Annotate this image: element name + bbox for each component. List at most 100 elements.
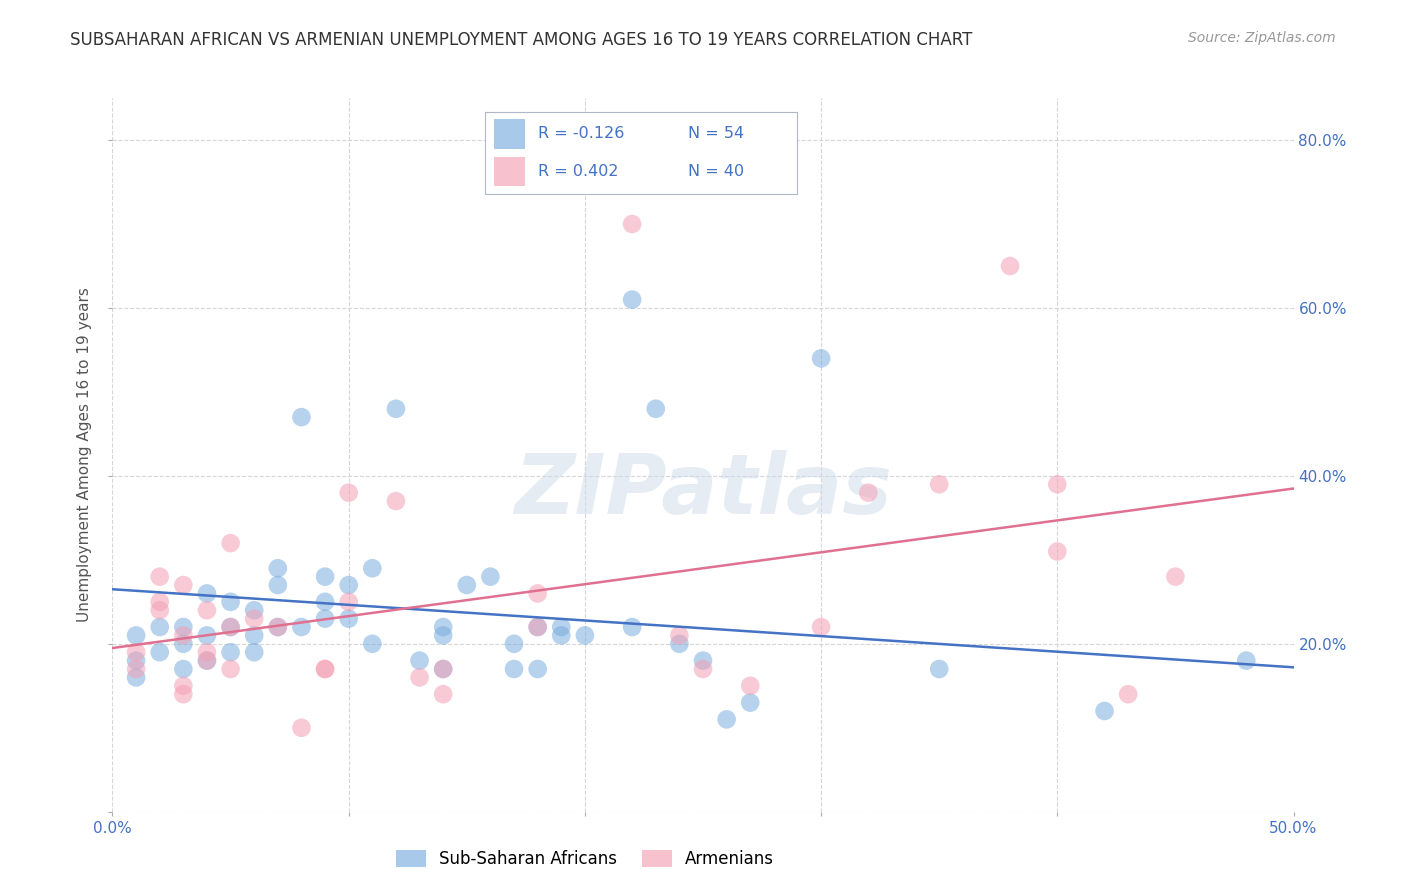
Point [195,654,218,668]
Point [526,620,548,634]
Point [1116,687,1139,701]
Point [716,712,738,726]
Point [432,620,454,634]
Point [385,401,408,416]
Point [195,628,218,642]
Point [432,628,454,642]
Point [337,485,360,500]
Point [219,662,242,676]
Point [219,595,242,609]
Point [503,662,526,676]
Text: N = 54: N = 54 [688,127,744,141]
Point [526,586,548,600]
Point [172,628,194,642]
Point [998,259,1021,273]
Point [314,569,336,583]
Legend: Sub-Saharan Africans, Armenians: Sub-Saharan Africans, Armenians [389,843,780,875]
Point [858,485,880,500]
Point [219,620,242,634]
Point [290,410,312,425]
Point [1046,477,1069,491]
Point [149,645,172,659]
Point [219,536,242,550]
Point [172,662,194,676]
Point [621,217,644,231]
Point [1094,704,1116,718]
Text: Source: ZipAtlas.com: Source: ZipAtlas.com [1188,31,1336,45]
Point [408,670,430,684]
Text: ZIPatlas: ZIPatlas [515,450,891,531]
Point [267,620,290,634]
Point [243,603,266,617]
Point [810,620,832,634]
Point [740,696,762,710]
Point [125,645,148,659]
Point [668,637,690,651]
Point [928,662,950,676]
Point [290,620,312,634]
Point [740,679,762,693]
Text: SUBSAHARAN AFRICAN VS ARMENIAN UNEMPLOYMENT AMONG AGES 16 TO 19 YEARS CORRELATIO: SUBSAHARAN AFRICAN VS ARMENIAN UNEMPLOYM… [70,31,973,49]
Point [267,578,290,592]
Point [125,670,148,684]
Point [361,561,384,575]
Point [172,637,194,651]
Point [337,595,360,609]
Point [314,612,336,626]
Point [125,654,148,668]
Point [125,662,148,676]
Point [149,595,172,609]
Point [1164,569,1187,583]
Point [243,645,266,659]
Y-axis label: Unemployment Among Ages 16 to 19 years: Unemployment Among Ages 16 to 19 years [77,287,93,623]
Text: R = -0.126: R = -0.126 [537,127,624,141]
Point [621,293,644,307]
Point [172,679,194,693]
Point [692,662,714,676]
Point [172,687,194,701]
Point [195,645,218,659]
Point [195,654,218,668]
Point [432,662,454,676]
Point [314,662,336,676]
Point [243,628,266,642]
Point [550,620,572,634]
Point [668,628,690,642]
Point [149,620,172,634]
Point [361,637,384,651]
Point [290,721,312,735]
Point [172,578,194,592]
Bar [494,119,526,148]
Point [337,612,360,626]
Point [479,569,502,583]
Text: N = 40: N = 40 [688,164,744,179]
Point [243,612,266,626]
Point [267,561,290,575]
Point [149,603,172,617]
Point [432,687,454,701]
Text: R = 0.402: R = 0.402 [537,164,619,179]
Bar [494,157,526,186]
Point [1234,654,1257,668]
Point [337,578,360,592]
Point [526,662,548,676]
Point [408,654,430,668]
Point [574,628,596,642]
Point [219,645,242,659]
Point [503,637,526,651]
Point [219,620,242,634]
Point [125,628,148,642]
Point [195,586,218,600]
Point [385,494,408,508]
Point [267,620,290,634]
Point [1046,544,1069,558]
Point [195,603,218,617]
Point [810,351,832,366]
Point [456,578,478,592]
Point [692,654,714,668]
Point [550,628,572,642]
Point [149,569,172,583]
Point [928,477,950,491]
Point [314,595,336,609]
Point [621,620,644,634]
